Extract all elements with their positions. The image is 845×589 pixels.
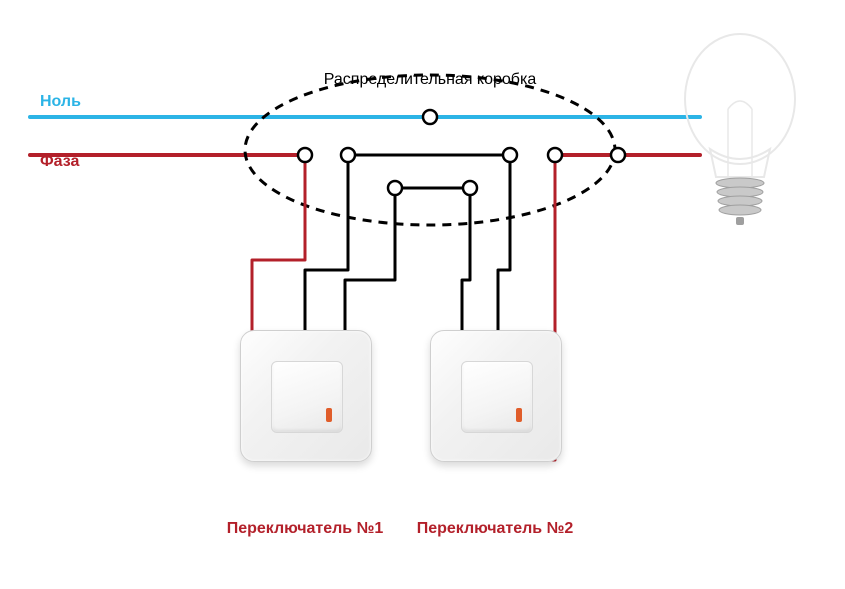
- switch-1-indicator: [326, 408, 332, 422]
- switch-2-rocker[interactable]: [461, 361, 533, 433]
- bulb-icon: [670, 14, 810, 249]
- switch-1-rocker[interactable]: [271, 361, 343, 433]
- switch-1-label: Переключатель №1: [220, 520, 390, 538]
- switch-2-indicator: [516, 408, 522, 422]
- switch-2-label: Переключатель №2: [410, 520, 580, 538]
- two-way-switch-1[interactable]: [240, 330, 372, 462]
- two-way-switch-2[interactable]: [430, 330, 562, 462]
